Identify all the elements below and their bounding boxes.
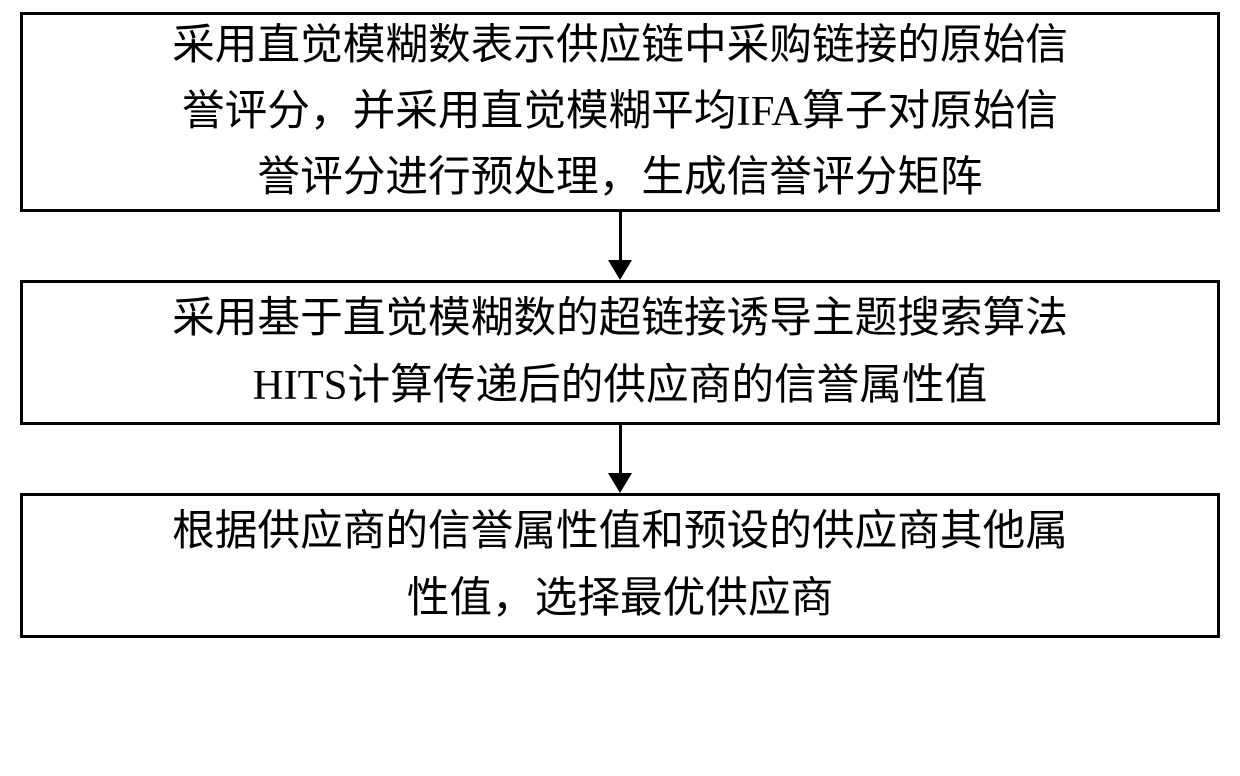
flow-step-1-line-3: 誉评分进行预处理，生成信誉评分矩阵	[257, 154, 982, 201]
flow-arrow-2	[608, 425, 632, 493]
flow-step-1-line-2: 誉评分，并采用直觉模糊平均IFA算子对原始信	[182, 88, 1058, 135]
flow-step-2-line-1: 采用基于直觉模糊数的超链接诱导主题搜索算法	[172, 295, 1068, 342]
arrow-line	[619, 425, 622, 473]
arrow-line	[619, 212, 622, 260]
flow-step-1-line-1: 采用直觉模糊数表示供应链中采购链接的原始信	[172, 22, 1068, 69]
chevron-down-icon	[608, 260, 632, 280]
chevron-down-icon	[608, 473, 632, 493]
flow-step-3-line-2: 性值，选择最优供应商	[407, 575, 834, 622]
flow-step-3: 根据供应商的信誉属性值和预设的供应商其他属 性值，选择最优供应商	[20, 493, 1220, 638]
flow-step-2-text: 采用基于直觉模糊数的超链接诱导主题搜索算法 HITS计算传递后的供应商的信誉属性…	[172, 286, 1068, 418]
flow-step-1-text: 采用直觉模糊数表示供应链中采购链接的原始信 誉评分，并采用直觉模糊平均IFA算子…	[172, 13, 1068, 211]
flow-arrow-1	[608, 212, 632, 280]
flow-step-2-line-2: HITS计算传递后的供应商的信誉属性值	[253, 362, 988, 409]
flow-step-3-text: 根据供应商的信誉属性值和预设的供应商其他属 性值，选择最优供应商	[172, 499, 1068, 631]
flow-step-3-line-1: 根据供应商的信誉属性值和预设的供应商其他属	[172, 508, 1068, 555]
flow-step-2: 采用基于直觉模糊数的超链接诱导主题搜索算法 HITS计算传递后的供应商的信誉属性…	[20, 280, 1220, 425]
flow-step-1: 采用直觉模糊数表示供应链中采购链接的原始信 誉评分，并采用直觉模糊平均IFA算子…	[20, 12, 1220, 212]
